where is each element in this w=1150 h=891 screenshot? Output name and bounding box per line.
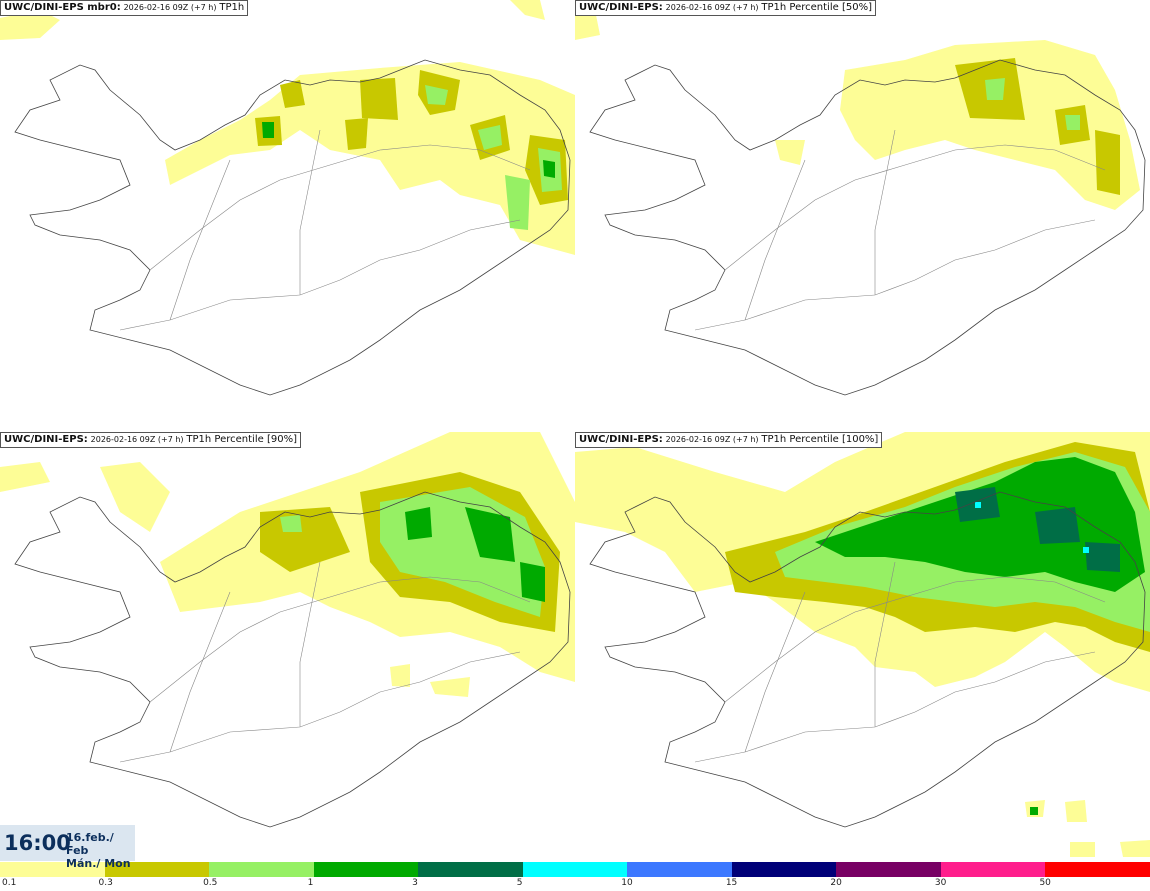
iceland-coastline — [14, 59, 571, 396]
iceland-coastline — [14, 491, 571, 828]
road-network — [119, 129, 531, 331]
colorbar-tick-label: 0.5 — [203, 878, 218, 888]
model-label: UWC/DINI-EPS — [579, 434, 659, 445]
panel-header: UWC/DINI-EPS mbr0: 2026-02-16 09Z (+7 h)… — [0, 0, 249, 16]
road-network — [694, 129, 1106, 331]
precip-map — [0, 432, 575, 828]
map-panel-mbr0: UWC/DINI-EPS mbr0: 2026-02-16 09Z (+7 h)… — [0, 0, 575, 430]
model-label: UWC/DINI-EPS — [4, 434, 84, 445]
colorbar-swatch — [836, 862, 941, 877]
map-panel-p90: UWC/DINI-EPS: 2026-02-16 09Z (+7 h) TP1h… — [0, 432, 575, 862]
run-label: 2026-02-16 09Z (+7 h) — [123, 3, 217, 12]
colorbar-tick-label: 30 — [934, 878, 947, 888]
panel-header: UWC/DINI-EPS: 2026-02-16 09Z (+7 h) TP1h… — [0, 432, 301, 448]
colorbar-tick-label: 5 — [516, 878, 523, 888]
precip-map — [575, 432, 1150, 857]
colorbar-swatch — [731, 862, 837, 877]
map-panel-p100: UWC/DINI-EPS: 2026-02-16 09Z (+7 h) TP1h… — [575, 432, 1150, 862]
run-label: 2026-02-16 09Z (+7 h) — [90, 435, 184, 444]
precip-shading — [575, 10, 1140, 210]
colorbar-swatch — [313, 862, 419, 877]
colorbar-swatch — [104, 862, 210, 877]
colorbar-tick-label: 1 — [307, 878, 314, 888]
field-label: TP1h Percentile [100%] — [761, 434, 879, 445]
precip-shading — [575, 432, 1150, 857]
colorbar-swatch — [940, 862, 1046, 877]
colorbar-swatch — [522, 862, 628, 877]
field-label: TP1h Percentile [90%] — [186, 434, 297, 445]
colorbar-swatch — [1045, 862, 1150, 877]
colorbar-swatch — [418, 862, 523, 877]
colorbar-tick-label: 3 — [412, 878, 418, 888]
iceland-coastline — [589, 59, 1146, 396]
colorbar-swatch — [209, 862, 314, 877]
valid-time-box: 16:00 16.feb./ Feb Mán./ Mon — [0, 825, 135, 870]
colorbar-ticks: 0.1 0.3 0.5 1 3 5 10 15 20 30 50 — [0, 877, 1150, 891]
model-label: UWC/DINI-EPS mbr0 — [4, 2, 117, 13]
precip-map — [0, 0, 575, 396]
road-network — [694, 561, 1106, 763]
colorbar-tick-label: 20 — [830, 878, 842, 888]
colorbar-swatch — [0, 862, 105, 877]
date-label: 16.feb./ Feb — [66, 831, 114, 857]
panel-header: UWC/DINI-EPS: 2026-02-16 09Z (+7 h) TP1h… — [575, 0, 876, 16]
run-label: 2026-02-16 09Z (+7 h) — [665, 435, 759, 444]
colorbar-tick-label: 0.1 — [2, 878, 17, 888]
colorbar-tick-label: 0.3 — [98, 878, 113, 888]
precip-map — [575, 10, 1146, 396]
run-label: 2026-02-16 09Z (+7 h) — [665, 3, 759, 12]
colorbar-tick-label: 50 — [1039, 878, 1051, 888]
precip-colorbar — [0, 862, 1150, 877]
panel-header: UWC/DINI-EPS: 2026-02-16 09Z (+7 h) TP1h… — [575, 432, 883, 448]
model-label: UWC/DINI-EPS — [579, 2, 659, 13]
valid-time: 16:00 — [4, 831, 71, 855]
precip-shading — [0, 0, 575, 255]
field-label: TP1h — [219, 2, 245, 13]
map-panel-p50: UWC/DINI-EPS: 2026-02-16 09Z (+7 h) TP1h… — [575, 0, 1150, 430]
precip-shading — [0, 432, 575, 697]
field-label: TP1h Percentile [50%] — [761, 2, 872, 13]
weekday-label: Mán./ Mon — [66, 857, 131, 870]
valid-date: 16.feb./ Feb Mán./ Mon — [66, 831, 135, 870]
road-network — [119, 561, 531, 763]
iceland-coastline — [589, 491, 1146, 828]
colorbar-tick-label: 10 — [621, 878, 633, 888]
colorbar-tick-label: 15 — [725, 878, 738, 888]
colorbar-swatch — [627, 862, 732, 877]
